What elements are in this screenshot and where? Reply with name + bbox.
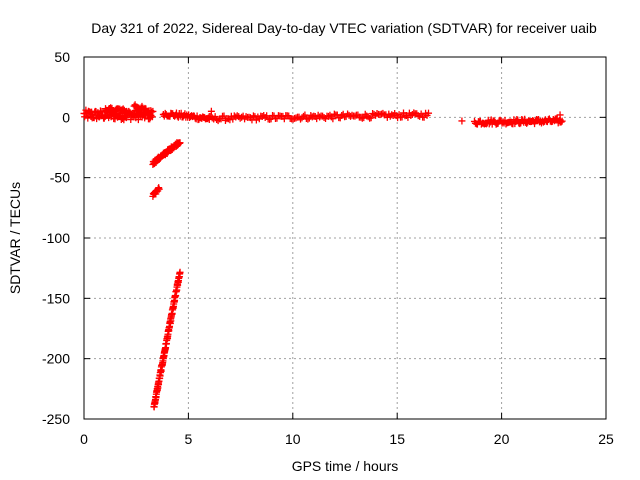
data-point bbox=[126, 109, 134, 117]
data-point bbox=[301, 111, 309, 119]
y-tick-label: -200 bbox=[42, 351, 70, 367]
y-tick-label: -150 bbox=[42, 290, 70, 306]
data-point bbox=[176, 139, 184, 147]
data-point bbox=[147, 107, 155, 115]
data-points bbox=[80, 101, 566, 411]
y-tick-label: 50 bbox=[54, 49, 70, 65]
x-axis-label: GPS time / hours bbox=[292, 458, 399, 474]
data-point bbox=[155, 185, 163, 193]
x-tick-label: 5 bbox=[185, 431, 193, 447]
y-tick-label: -250 bbox=[42, 411, 70, 427]
x-tick-label: 25 bbox=[598, 431, 614, 447]
data-point bbox=[329, 115, 337, 123]
data-point bbox=[249, 112, 257, 120]
data-point bbox=[556, 118, 564, 126]
y-tick-label: -50 bbox=[50, 170, 70, 186]
data-point bbox=[556, 111, 564, 119]
axis-ticks: 0 5 10 15 20 25 50 0 -50 -100 -150 -200 -250 bbox=[42, 49, 614, 447]
data-point bbox=[516, 120, 524, 128]
x-tick-label: 0 bbox=[80, 431, 88, 447]
data-point bbox=[425, 109, 433, 117]
x-tick-label: 15 bbox=[389, 431, 405, 447]
data-point bbox=[304, 115, 312, 123]
data-point bbox=[263, 112, 271, 120]
y-axis-label: SDTVAR / TECUs bbox=[7, 182, 23, 294]
y-tick-label: 0 bbox=[62, 109, 70, 125]
data-point bbox=[146, 110, 154, 118]
data-point bbox=[207, 107, 215, 115]
data-point bbox=[458, 117, 466, 125]
data-point bbox=[176, 268, 184, 276]
data-point bbox=[134, 116, 142, 124]
x-tick-label: 10 bbox=[285, 431, 301, 447]
x-tick-label: 20 bbox=[494, 431, 510, 447]
data-point bbox=[125, 107, 133, 115]
chart-title: Day 321 of 2022, Sidereal Day-to-day VTE… bbox=[91, 20, 597, 36]
y-tick-label: -100 bbox=[42, 230, 70, 246]
